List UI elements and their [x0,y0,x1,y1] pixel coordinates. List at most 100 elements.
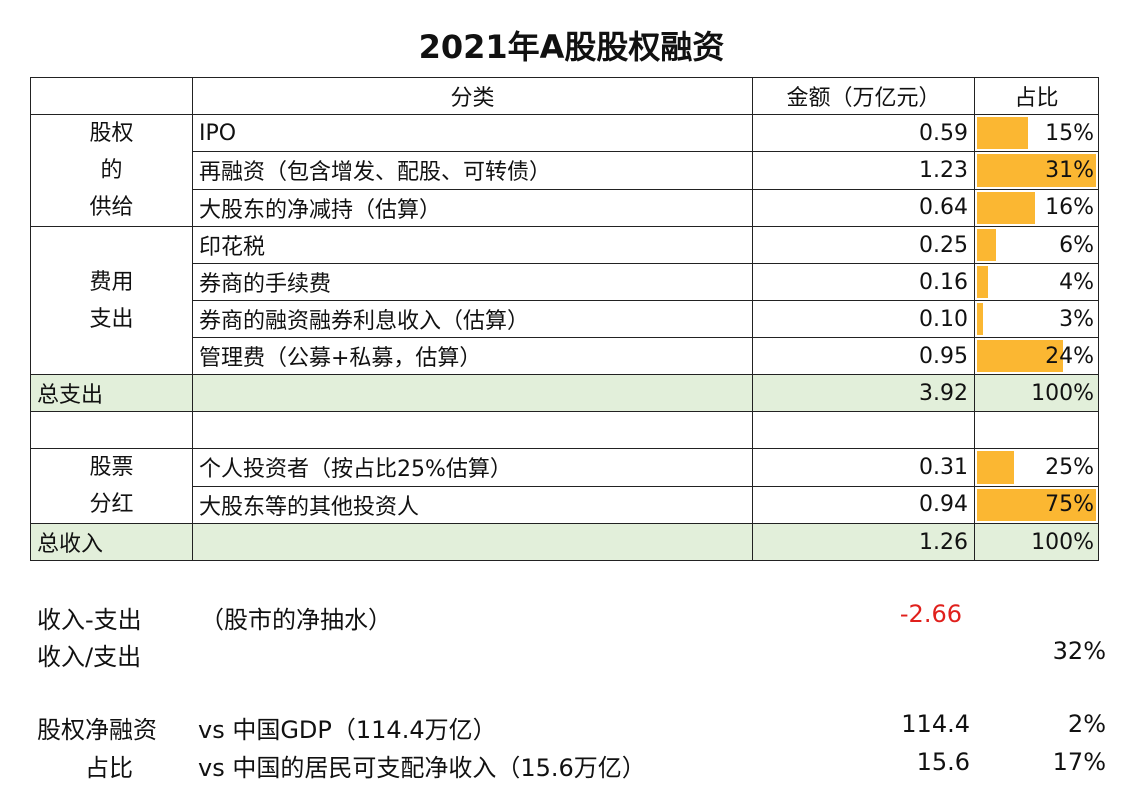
income-label: vs 中国的居民可支配净收入（15.6万亿） [198,754,646,782]
total-label: 总支出 [30,374,193,412]
percent-value: 4% [1059,269,1094,295]
amount: 0.25 [752,226,975,264]
group-label: 费用 支出 [30,226,193,375]
share-label-2: 占比 [85,754,133,782]
category-name: 印花税 [192,226,753,264]
table-row: 费用 支出 印花税 0.25 6% [30,226,1099,375]
group-label: 股权的供给 [30,114,193,227]
header-cell [30,77,193,115]
blank-cell [192,374,753,412]
percent-cell: 6% [974,226,1099,264]
header-cell: 分类 [192,77,753,115]
percent-cell: 24% [974,337,1099,375]
blank-cell [974,411,1099,449]
percent-cell: 100% [974,523,1099,561]
data-bar [977,229,997,261]
blank-cell [752,411,975,449]
group-label-line: 的 [100,158,123,183]
blank-cell [30,411,193,449]
amount: 0.94 [752,485,975,524]
amount: 0.95 [752,337,975,375]
percent-cell: 75% [974,485,1099,524]
total-amount: 3.92 [752,374,975,412]
percent-cell: 3% [974,300,1099,338]
net-value: -2.66 [899,600,962,628]
category-name: 大股东等的其他投资人 [192,485,753,524]
percent-value: 3% [1059,306,1094,332]
percent-value: 6% [1059,232,1094,258]
percent-value: 16% [1045,195,1094,221]
data-bar [977,451,1014,484]
percent-cell: 100% [974,374,1099,412]
total-amount: 1.26 [752,523,975,561]
data-bar [977,340,1063,372]
group-label-line: 供给 [89,195,134,220]
data-bar [977,266,988,298]
net-label: 收入-支出 [37,606,142,634]
data-bar [977,303,983,335]
group-label-line: 分红 [89,492,134,517]
category-name: 券商的手续费 [192,263,753,301]
amount: 0.64 [752,188,975,228]
total-row: 总收入 1.26 100% [30,523,1099,561]
amount: 0.10 [752,300,975,338]
header-row: 分类 金额（万亿元） 占比 [30,77,1099,115]
group-label-line: 股票 [89,455,134,480]
category-name: 大股东的净减持（估算） [192,188,753,228]
amount: 0.16 [752,263,975,301]
percent-value: 31% [1045,157,1094,183]
group-label-line: 费用 [89,269,134,295]
group-label-line: 股权 [89,121,134,146]
blank-cell [192,411,753,449]
table-row: 券商的手续费 0.16 4% [31,263,1099,301]
total-row: 总支出 3.92 100% [30,374,1099,412]
table-row: 再融资（包含增发、配股、可转债） 1.23 31% [31,151,1099,190]
amount: 1.23 [752,151,975,190]
percent-cell: 25% [974,448,1099,487]
group-label-line: 支出 [89,306,134,332]
total-label: 总收入 [30,523,193,561]
data-bar [977,117,1029,150]
amount: 0.31 [752,448,975,487]
financing-table: 分类 金额（万亿元） 占比 股权的供给 IPO 0.59 15% 再融资（包含增发、配股、可转… [30,77,1099,561]
income-value: 15.6 [916,748,970,776]
percent-cell: 4% [974,263,1099,301]
gdp-value: 114.4 [901,710,970,738]
header-cell: 金额（万亿元） [752,77,975,115]
percent-value: 100% [1031,380,1094,406]
percent-value: 15% [1045,120,1094,146]
table-row: 券商的融资融券利息收入（估算） 0.10 3% [31,300,1099,338]
gdp-pct: 2% [1067,710,1106,738]
amount: 0.59 [752,113,975,153]
percent-value: 25% [1045,454,1094,480]
data-bar [977,154,1096,187]
net-note: （股市的净抽水） [200,606,392,634]
table-row: 股权的供给 IPO 0.59 15% [30,113,1099,227]
percent-cell: 16% [974,188,1099,228]
blank-row [30,411,1099,449]
group-label: 股票 分红 [30,448,193,524]
table-row: 大股东等的其他投资人 0.94 75% [31,485,1099,524]
percent-value: 75% [1045,492,1094,518]
category-name: 管理费（公募+私募，估算） [192,337,753,375]
category-name: 个人投资者（按占比25%估算） [192,448,753,487]
percent-cell: 31% [974,151,1099,190]
income-pct: 17% [1052,748,1106,776]
table-row: 大股东的净减持（估算） 0.64 16% [31,188,1099,228]
percent-value: 24% [1045,343,1094,369]
ratio-value: 32% [1052,637,1106,665]
table-row: 管理费（公募+私募，估算） 0.95 24% [31,337,1099,375]
percent-cell: 15% [974,113,1099,153]
page-title: 2021年A股股权融资 [418,28,725,66]
category-name: 券商的融资融券利息收入（估算） [192,300,753,338]
gdp-label: vs 中国GDP（114.4万亿） [198,716,497,744]
data-bar [977,488,1096,521]
percent-value: 100% [1031,529,1094,555]
category-name: IPO [192,113,753,153]
blank-cell [192,523,753,561]
header-cell: 占比 [974,77,1099,115]
category-name: 再融资（包含增发、配股、可转债） [192,151,753,190]
table-row: 股票 分红 个人投资者（按占比25%估算） 0.31 25% [30,448,1099,524]
share-label: 股权净融资 [37,716,157,744]
data-bar [977,191,1035,224]
